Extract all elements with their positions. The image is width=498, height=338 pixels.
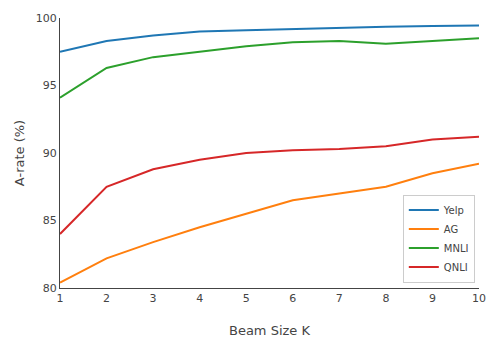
svg-text:3: 3 (150, 292, 157, 305)
svg-text:6: 6 (289, 292, 296, 305)
svg-text:Beam Size K: Beam Size K (229, 323, 310, 338)
svg-text:90: 90 (43, 147, 57, 160)
svg-text:A-rate (%): A-rate (%) (12, 120, 27, 186)
svg-text:1: 1 (57, 292, 64, 305)
svg-text:80: 80 (43, 282, 57, 295)
svg-text:4: 4 (196, 292, 203, 305)
svg-text:5: 5 (243, 292, 250, 305)
svg-text:MNLI: MNLI (444, 243, 469, 254)
svg-text:85: 85 (43, 214, 57, 227)
svg-text:7: 7 (336, 292, 343, 305)
svg-text:AG: AG (444, 224, 458, 235)
svg-text:8: 8 (382, 292, 389, 305)
svg-text:100: 100 (36, 12, 57, 25)
svg-text:10: 10 (472, 292, 486, 305)
svg-text:2: 2 (103, 292, 110, 305)
svg-text:Yelp: Yelp (443, 205, 464, 216)
svg-text:95: 95 (43, 79, 57, 92)
svg-text:QNLI: QNLI (444, 262, 468, 273)
svg-text:9: 9 (429, 292, 436, 305)
